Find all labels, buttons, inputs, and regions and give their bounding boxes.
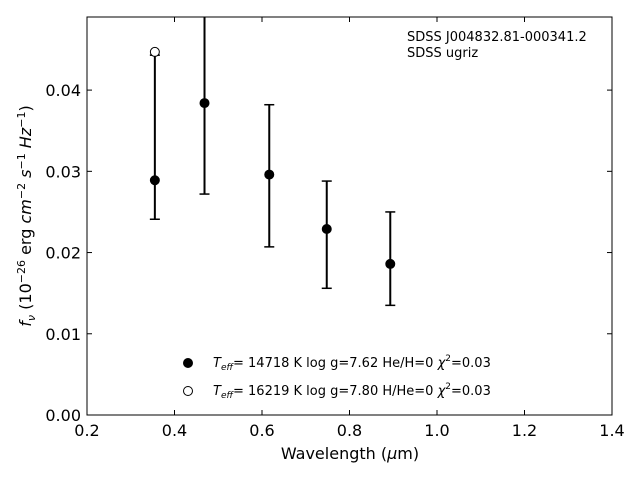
filled-circle-point <box>199 98 210 109</box>
x-tick-label: 0.4 <box>162 421 187 440</box>
x-tick-label: 1.4 <box>599 421 624 440</box>
y-tick-label: 0.04 <box>45 81 81 100</box>
filled-circle-point <box>149 175 160 186</box>
legend-label-2: Teff= 16219 K log g=7.80 H/He=0 χ2=0.03 <box>213 382 491 401</box>
y-tick-label: 0.03 <box>45 162 81 181</box>
legend-entry-2: Teff= 16219 K log g=7.80 H/He=0 χ2=0.03 <box>213 382 491 401</box>
x-axis-label: Wavelength (μm) <box>281 444 419 463</box>
x-tick-label: 1.2 <box>512 421 537 440</box>
open-circle-point <box>149 46 160 57</box>
x-tick-label: 0.2 <box>74 421 99 440</box>
y-axis-label: fν (10−26 erg cm−2 s−1 Hz−1) <box>15 105 38 326</box>
y-tick-label: 0.02 <box>45 244 81 263</box>
data-points <box>149 46 396 269</box>
x-tick-label: 0.6 <box>249 421 274 440</box>
y-tick-label: 0.01 <box>45 325 81 344</box>
legend <box>183 358 193 396</box>
filled-circle-point <box>385 258 396 269</box>
annotation-object-name: SDSS J004832.81-000341.2 <box>407 30 587 45</box>
filled-circle-point <box>264 169 275 180</box>
filled-circle-point <box>321 223 332 234</box>
tick-marks: 0.2 0.4 0.6 0.8 1.0 1.2 1.4 0.00 0.01 0.02 0.03 0.0… <box>45 17 625 440</box>
x-tick-label: 1.0 <box>424 421 449 440</box>
x-tick-label: 0.8 <box>337 421 362 440</box>
legend-label-1: Teff= 14718 K log g=7.62 He/H=0 χ2=0.03 <box>213 354 491 373</box>
legend-marker-open-circle <box>183 386 193 396</box>
legend-entry-1: Teff= 14718 K log g=7.62 He/H=0 χ2=0.03 <box>213 354 491 373</box>
error-bars <box>149 17 396 307</box>
legend-marker-filled-circle <box>183 358 193 368</box>
annotation-survey: SDSS ugriz <box>407 46 478 61</box>
y-tick-label: 0.00 <box>45 406 81 425</box>
